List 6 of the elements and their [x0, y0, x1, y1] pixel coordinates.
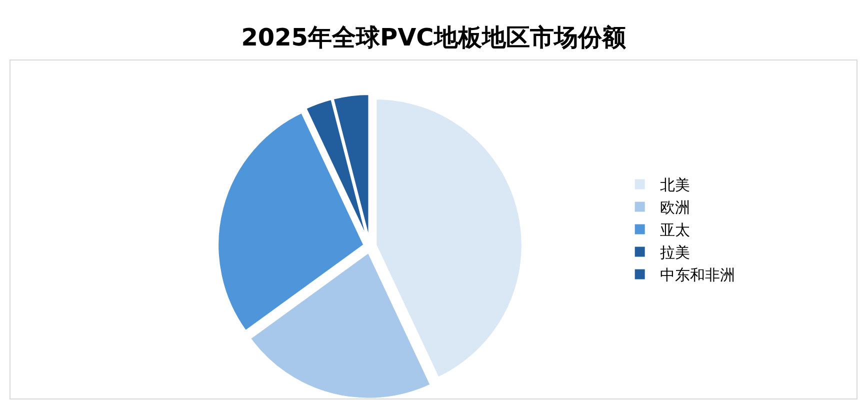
- legend-label: 欧洲: [660, 198, 690, 217]
- legend-label: 拉美: [660, 244, 690, 262]
- chart-title: 2025年全球PVC地板地区市场份额: [241, 23, 627, 52]
- legend-label: 北美: [660, 176, 690, 194]
- legend-label: 中东和非洲: [660, 266, 735, 284]
- legend-label: 亚太: [660, 221, 690, 240]
